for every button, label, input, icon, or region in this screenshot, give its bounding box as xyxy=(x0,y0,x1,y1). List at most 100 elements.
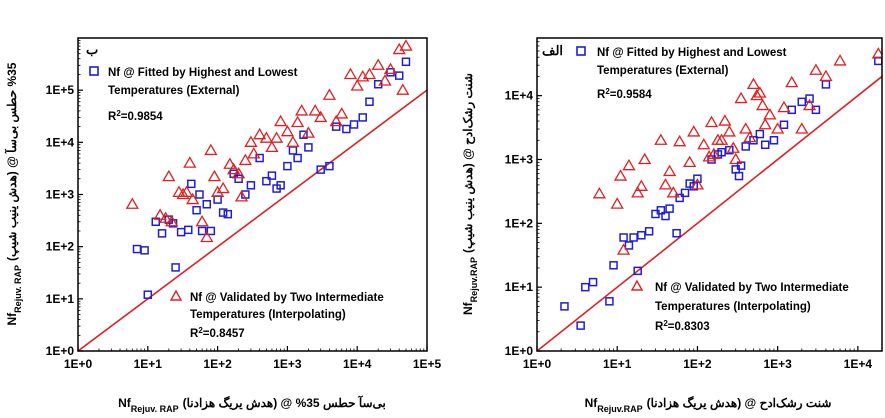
data-point-triangle xyxy=(153,208,167,220)
data-point-triangle xyxy=(238,153,253,166)
data-point-square xyxy=(624,241,634,250)
y-axis-label-a: NfRejuv.RAP(هدش ینیب شیپ) @ شنت رشک‌ادح xyxy=(461,73,479,315)
data-point-triangle xyxy=(734,91,748,104)
data-point-triangle xyxy=(158,211,173,223)
legend-label-fitted-b-2: Temperatures (External) xyxy=(108,85,240,97)
legend-b: Nf @ Fitted by Highest and Lowest Temper… xyxy=(89,66,384,340)
data-point-triangle xyxy=(335,107,349,119)
data-point-square xyxy=(760,140,770,150)
data-point-square xyxy=(560,302,569,311)
data-point-square xyxy=(276,181,285,190)
data-point-triangle xyxy=(631,186,645,198)
data-point-square xyxy=(734,171,744,181)
data-point-square xyxy=(373,79,383,89)
data-point-square xyxy=(213,195,222,204)
data-point-square xyxy=(293,153,302,163)
x-axis-label-a: NfRejuv.RAP شنت رشک‌ادح @ (هدش یریگ هزادن… xyxy=(585,395,832,414)
legend-triangle-marker-b xyxy=(169,289,183,301)
data-point-square xyxy=(342,124,351,134)
data-point-triangle xyxy=(666,186,680,198)
data-point-triangle xyxy=(658,178,673,190)
data-point-triangle xyxy=(362,67,377,80)
data-point-triangle xyxy=(247,147,261,159)
data-point-triangle xyxy=(259,131,274,143)
data-point-triangle xyxy=(350,79,364,91)
data-point-square xyxy=(171,263,180,272)
legend-label-validated-a-1: Nf @ Validated by Two Intermediate xyxy=(655,282,849,294)
data-point-square xyxy=(675,193,684,203)
data-point-square xyxy=(262,176,271,186)
data-point-square xyxy=(195,190,204,199)
data-point-square xyxy=(821,80,831,89)
data-point-square xyxy=(283,161,292,171)
legend-label-validated-b-2: Temperatures (Interpolating) xyxy=(190,309,346,321)
data-point-triangle xyxy=(613,169,628,181)
data-point-triangle xyxy=(777,100,791,113)
data-point-square xyxy=(288,146,298,155)
data-point-square xyxy=(749,136,758,145)
data-point-square xyxy=(365,97,374,106)
data-point-square xyxy=(619,233,628,242)
data-point-square xyxy=(741,142,750,151)
data-point-triangle xyxy=(592,187,607,199)
data-point-triangle xyxy=(176,187,190,200)
y-tick-label-a: 1E+3 xyxy=(505,152,534,166)
data-point-triangle xyxy=(833,54,847,66)
data-point-triangle xyxy=(654,133,668,145)
data-point-square xyxy=(246,181,256,190)
data-point-square xyxy=(797,97,807,107)
data-point-square xyxy=(140,246,149,255)
data-point-square xyxy=(206,226,216,236)
data-point-triangle xyxy=(186,192,200,205)
data-point-triangle xyxy=(722,125,736,137)
legend-label-fitted-a-2: Temperatures (External) xyxy=(597,65,729,77)
legend-triangle-marker-a xyxy=(630,279,644,291)
data-point-square xyxy=(157,229,167,238)
data-point-square xyxy=(717,147,726,157)
data-point-square xyxy=(725,145,734,155)
data-point-triangle xyxy=(200,230,214,243)
data-point-triangle xyxy=(683,155,697,168)
data-point-triangle xyxy=(223,157,237,169)
data-point-triangle xyxy=(634,179,648,191)
data-point-square xyxy=(656,206,666,215)
data-point-square xyxy=(605,297,614,306)
legend-square-marker-b xyxy=(89,66,99,76)
data-point-triangle xyxy=(210,185,225,197)
x-tick-label-b: 1E+1 xyxy=(134,357,163,371)
ticks-b: 1E+0 1E+1 1E+2 1E+3 1E+4 1E+5 1E+0 1E+1 1E+2 1E+3… xyxy=(46,39,442,371)
data-point-triangle xyxy=(871,47,882,59)
data-point-triangle xyxy=(622,158,636,171)
data-point-triangle xyxy=(383,62,398,75)
data-point-triangle xyxy=(697,137,711,150)
data-point-square xyxy=(401,57,411,67)
marks-b xyxy=(125,39,413,299)
data-point-triangle xyxy=(295,104,309,116)
data-point-square xyxy=(184,225,193,235)
ticks-a: 1E+0 1E+1 1E+2 1E+3 1E+4 1E+0 1E+1 1E+2 1E+3 1E+4 xyxy=(505,41,872,371)
data-point-triangle xyxy=(234,190,249,202)
r2-validated-a: R2=0.8303 xyxy=(655,319,710,334)
y-tick-label-a: 1E+1 xyxy=(505,280,534,294)
legend-label-fitted-a-1: Nf @ Fitted by Highest and Lowest xyxy=(597,47,787,59)
legend-a: Nf @ Fitted by Highest and Lowest Temper… xyxy=(576,46,849,334)
chart-panel-b: 1E+0 1E+1 1E+2 1E+3 1E+4 1E+5 1E+0 1E+1 1E+2 1E+3… xyxy=(3,37,442,414)
y-tick-label-b: 1E+3 xyxy=(46,188,75,202)
data-point-square xyxy=(805,94,814,103)
data-point-triangle xyxy=(343,67,358,80)
data-point-triangle xyxy=(753,86,767,98)
data-point-triangle xyxy=(795,122,809,134)
data-point-triangle xyxy=(392,42,406,55)
x-tick-label-a: 1E+0 xyxy=(523,357,552,371)
data-point-square xyxy=(143,290,153,299)
y-tick-label-b: 1E+5 xyxy=(46,83,75,97)
y-tick-label-b: 1E+2 xyxy=(46,240,75,254)
data-point-triangle xyxy=(125,197,139,209)
data-point-square xyxy=(358,113,367,122)
panel-label-a: الف xyxy=(542,43,563,58)
data-point-triangle xyxy=(183,156,197,168)
data-point-triangle xyxy=(746,77,761,90)
data-point-triangle xyxy=(702,150,716,162)
data-point-triangle xyxy=(819,69,833,82)
legend-square-marker-a xyxy=(576,46,586,56)
